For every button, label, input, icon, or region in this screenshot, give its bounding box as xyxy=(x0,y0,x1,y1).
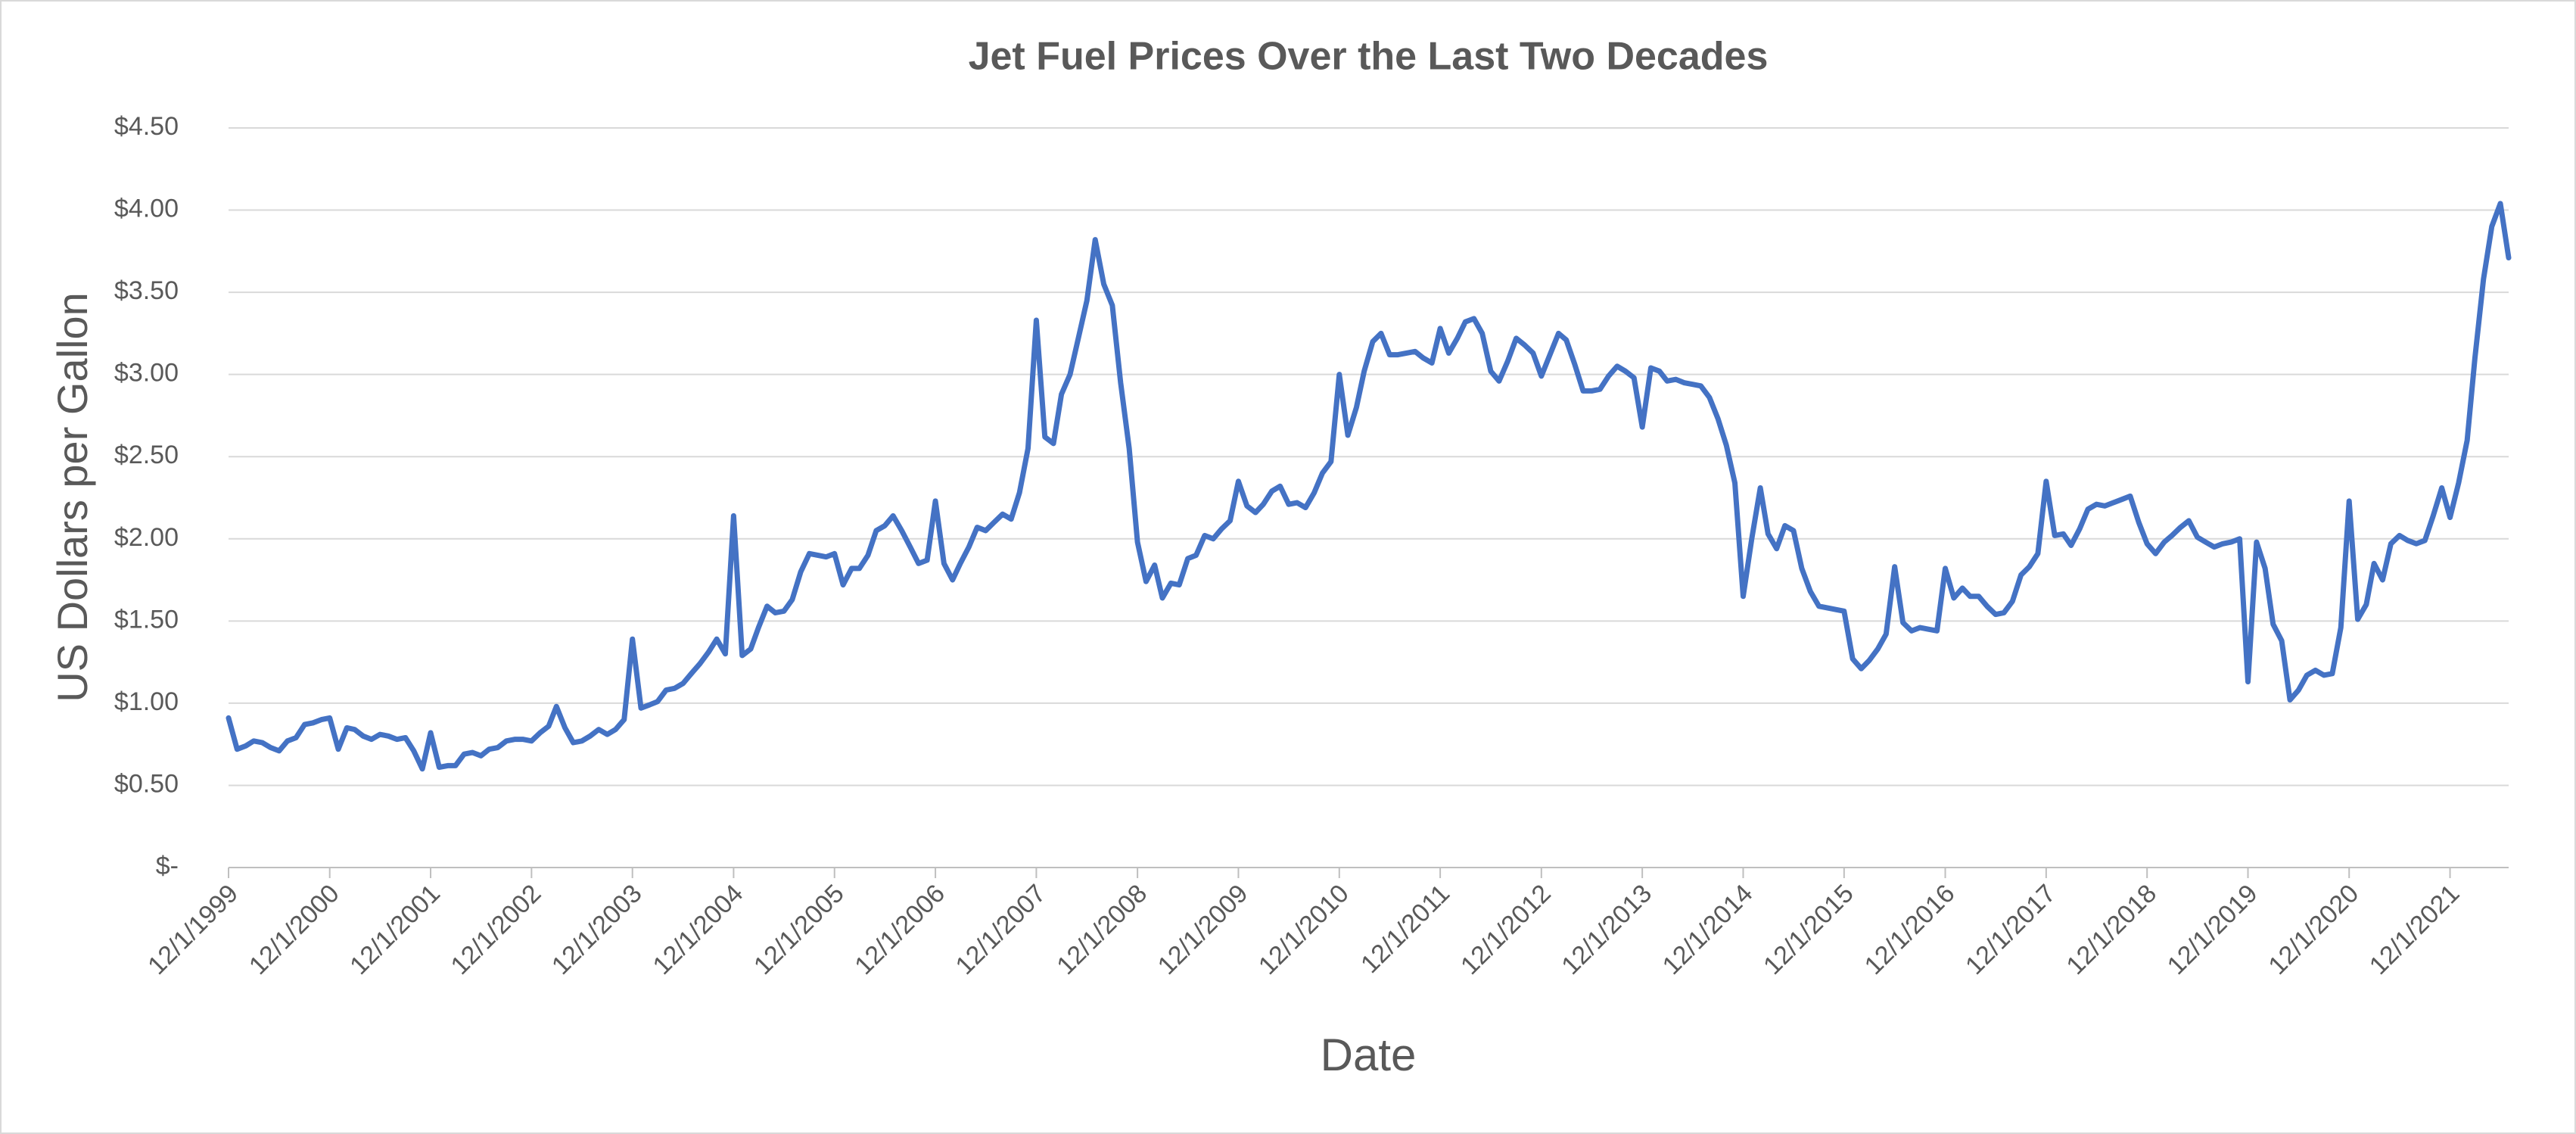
y-tick-label: $1.50 xyxy=(114,605,179,634)
y-tick-label: $4.50 xyxy=(114,112,179,141)
y-tick-label: $2.50 xyxy=(114,441,179,469)
y-tick-label: $- xyxy=(156,852,179,880)
y-tick-label: $0.50 xyxy=(114,769,179,798)
x-axis-title: Date xyxy=(1321,1030,1417,1080)
price-line xyxy=(226,201,2512,772)
chart-title: Jet Fuel Prices Over the Last Two Decade… xyxy=(969,35,1769,79)
y-tick-label: $3.00 xyxy=(114,359,179,388)
y-tick-label: $1.00 xyxy=(114,687,179,716)
y-tick-label: $4.00 xyxy=(114,195,179,223)
y-tick-label: $3.50 xyxy=(114,276,179,305)
y-tick-label: $2.00 xyxy=(114,523,179,552)
y-axis-title: US Dollars per Gallon xyxy=(48,292,96,703)
